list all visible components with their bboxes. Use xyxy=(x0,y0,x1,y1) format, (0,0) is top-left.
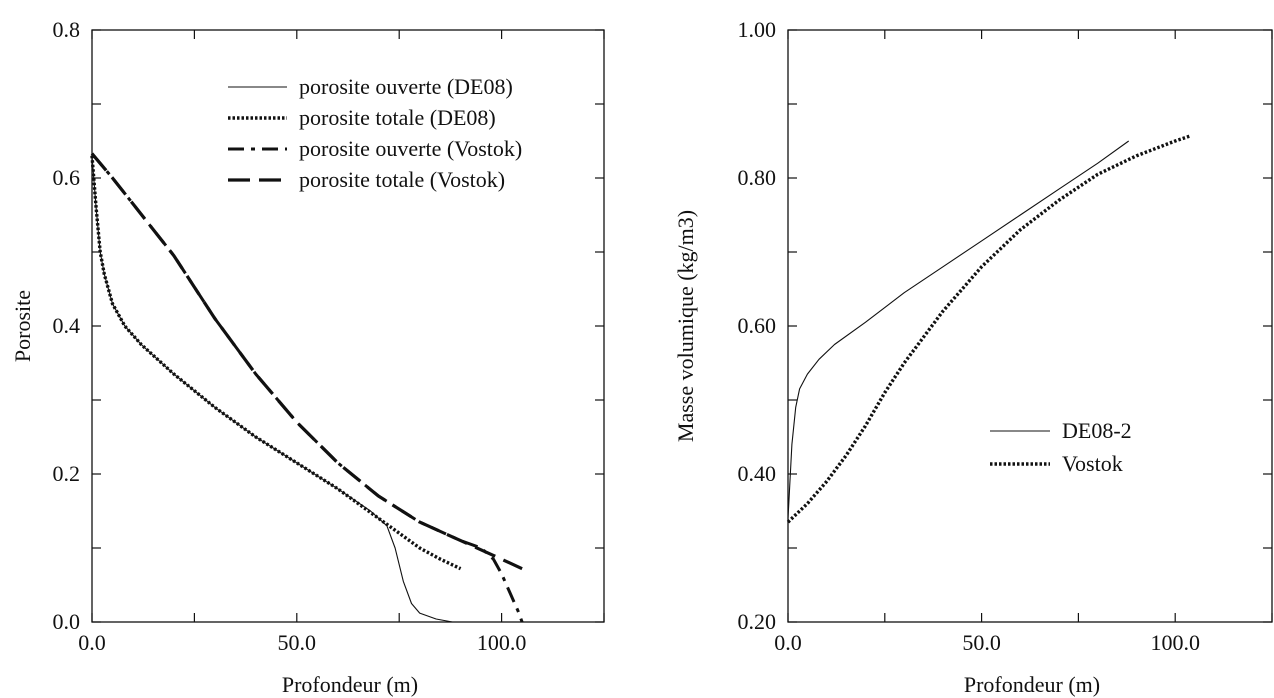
x-tick-label: 50.0 xyxy=(278,630,317,655)
legend-label: Vostok xyxy=(1062,451,1123,476)
series-line-mass-0 xyxy=(787,140,1130,519)
porosity-panel: 0.0 50.0 100.0 0.0 0.2 0.4 0.6 0.8 Profondeur (m… xyxy=(10,17,605,697)
density-panel: 0.0 50.0 100.0 0.20 0.40 0.60 0.80 1.00 Profonde… xyxy=(673,17,1273,697)
legend-label: porosite ouverte (DE08) xyxy=(299,74,513,99)
y-tick-label: 0.40 xyxy=(738,461,777,486)
y-tick-label: 0.60 xyxy=(738,313,777,338)
x-axis-title: Profondeur (m) xyxy=(282,672,418,697)
legend-label: porosite totale (DE08) xyxy=(299,105,496,130)
y-tick-label: 1.00 xyxy=(738,17,777,42)
y-tick-label: 0.6 xyxy=(53,165,81,190)
legend-label: DE08-2 xyxy=(1062,418,1132,443)
y-tick-label: 0.0 xyxy=(53,609,81,634)
x-axis-title: Profondeur (m) xyxy=(964,672,1100,697)
series-line-poro-1 xyxy=(90,155,462,571)
y-axis-title: Porosite xyxy=(10,290,35,362)
y-tick-label: 0.8 xyxy=(53,17,81,42)
legend: porosite ouverte (DE08) porosite totale (… xyxy=(228,74,522,192)
legend-label: porosite ouverte (Vostok) xyxy=(299,136,522,161)
x-tick-label: 100.0 xyxy=(1150,630,1200,655)
series-line-mass-1 xyxy=(786,134,1192,524)
series-line-poro-2 xyxy=(90,152,524,623)
y-tick-label: 0.20 xyxy=(738,609,777,634)
series-line-poro-0 xyxy=(91,155,453,623)
legend: DE08-2 Vostok xyxy=(990,418,1132,476)
legend-label: porosite totale (Vostok) xyxy=(299,167,505,192)
y-axis-title: Masse volumique (kg/m3) xyxy=(673,210,698,442)
x-tick-label: 100.0 xyxy=(477,630,527,655)
x-tick-label: 50.0 xyxy=(962,630,1001,655)
x-tick-label: 0.0 xyxy=(78,630,106,655)
x-tick-label: 0.0 xyxy=(774,630,802,655)
series-line-poro-3 xyxy=(90,152,523,571)
y-tick-label: 0.80 xyxy=(738,165,777,190)
y-tick-label: 0.2 xyxy=(53,461,81,486)
y-tick-label: 0.4 xyxy=(53,313,81,338)
